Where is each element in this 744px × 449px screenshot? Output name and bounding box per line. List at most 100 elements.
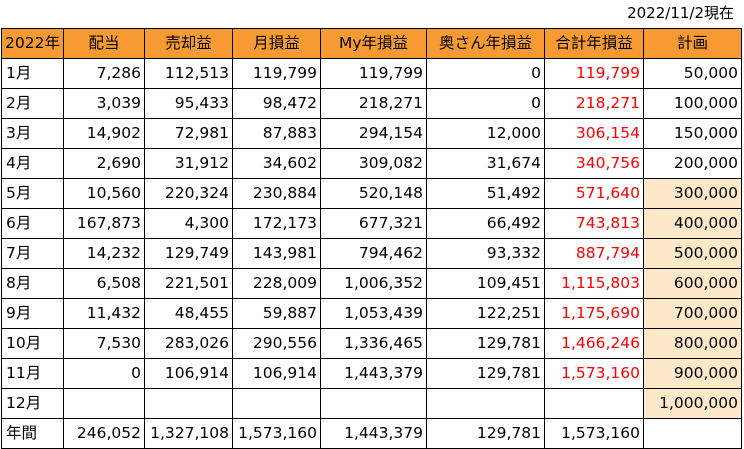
monthly-pl-cell: 106,914 [232, 358, 321, 389]
annual-monthly-pl-cell: 1,573,160 [232, 418, 321, 449]
my-annual-pl-cell: 119,799 [320, 58, 427, 89]
sale-profit-cell: 31,912 [144, 148, 233, 179]
table-row: 1月 7,286 112,513 119,799 119,799 0 119,799 50,0… [1, 58, 742, 89]
plan-cell: 500,000 [643, 238, 742, 269]
wife-annual-pl-cell: 0 [426, 88, 545, 119]
dividend-cell [63, 388, 145, 419]
monthly-pl-cell: 172,173 [232, 208, 321, 239]
monthly-pl-cell: 87,883 [232, 118, 321, 149]
month-cell: 7月 [1, 238, 64, 269]
month-cell: 3月 [1, 118, 64, 149]
total-annual-pl-cell: 743,813 [544, 208, 644, 239]
my-annual-pl-cell: 294,154 [320, 118, 427, 149]
table-row: 5月 10,560 220,324 230,884 520,148 51,492 571,6… [1, 178, 742, 209]
plan-cell: 600,000 [643, 268, 742, 299]
dividend-cell: 14,902 [63, 118, 145, 149]
month-cell: 1月 [1, 58, 64, 89]
sale-profit-cell: 106,914 [144, 358, 233, 389]
header-monthly-pl: 月損益 [232, 28, 321, 59]
annual-label-cell: 年間 [1, 418, 64, 449]
monthly-pl-cell: 119,799 [232, 58, 321, 89]
wife-annual-pl-cell: 0 [426, 58, 545, 89]
monthly-pl-cell: 59,887 [232, 298, 321, 329]
total-annual-pl-cell: 119,799 [544, 58, 644, 89]
table-row: 8月 6,508 221,501 228,009 1,006,352 109,451 1,1… [1, 268, 742, 299]
sale-profit-cell: 283,026 [144, 328, 233, 359]
my-annual-pl-cell [320, 388, 427, 419]
wife-annual-pl-cell: 129,781 [426, 358, 545, 389]
table-row: 12月 1,000,000 [1, 388, 742, 419]
annual-total-row: 年間 246,052 1,327,108 1,573,160 1,443,379 129,… [1, 418, 742, 449]
as-of-date-label: 2022/11/2現在 [627, 4, 734, 22]
wife-annual-pl-cell: 93,332 [426, 238, 545, 269]
table-row: 11月 0 106,914 106,914 1,443,379 129,781 1,573,… [1, 358, 742, 389]
month-cell: 8月 [1, 268, 64, 299]
dividend-cell: 11,432 [63, 298, 145, 329]
header-dividend: 配当 [63, 28, 145, 59]
month-cell: 11月 [1, 358, 64, 389]
monthly-pl-cell: 34,602 [232, 148, 321, 179]
sale-profit-cell: 95,433 [144, 88, 233, 119]
monthly-pl-cell: 230,884 [232, 178, 321, 209]
my-annual-pl-cell: 1,006,352 [320, 268, 427, 299]
wife-annual-pl-cell: 51,492 [426, 178, 545, 209]
sale-profit-cell: 220,324 [144, 178, 233, 209]
table-row: 4月 2,690 31,912 34,602 309,082 31,674 340,756 2… [1, 148, 742, 179]
dividend-cell: 0 [63, 358, 145, 389]
monthly-pl-cell [232, 388, 321, 419]
dividend-cell: 3,039 [63, 88, 145, 119]
monthly-pl-cell: 98,472 [232, 88, 321, 119]
month-cell: 5月 [1, 178, 64, 209]
plan-cell: 50,000 [643, 58, 742, 89]
annual-my-pl-cell: 1,443,379 [320, 418, 427, 449]
my-annual-pl-cell: 1,053,439 [320, 298, 427, 329]
annual-sale-profit-cell: 1,327,108 [144, 418, 233, 449]
table-row: 10月 7,530 283,026 290,556 1,336,465 129,781 1,… [1, 328, 742, 359]
plan-cell: 700,000 [643, 298, 742, 329]
month-cell: 6月 [1, 208, 64, 239]
annual-dividend-cell: 246,052 [63, 418, 145, 449]
my-annual-pl-cell: 218,271 [320, 88, 427, 119]
wife-annual-pl-cell: 109,451 [426, 268, 545, 299]
my-annual-pl-cell: 794,462 [320, 238, 427, 269]
annual-total-pl-cell: 1,573,160 [544, 418, 644, 449]
month-cell: 4月 [1, 148, 64, 179]
total-annual-pl-cell: 1,466,246 [544, 328, 644, 359]
plan-cell: 800,000 [643, 328, 742, 359]
plan-cell: 150,000 [643, 118, 742, 149]
dividend-cell: 7,530 [63, 328, 145, 359]
total-annual-pl-cell: 571,640 [544, 178, 644, 209]
header-my-annual-pl: My年損益 [320, 28, 427, 59]
header-year: 2022年 [1, 28, 64, 59]
month-cell: 2月 [1, 88, 64, 119]
header-total-annual-pl: 合計年損益 [544, 28, 644, 59]
header-sale-profit: 売却益 [144, 28, 233, 59]
wife-annual-pl-cell: 31,674 [426, 148, 545, 179]
my-annual-pl-cell: 520,148 [320, 178, 427, 209]
wife-annual-pl-cell: 129,781 [426, 328, 545, 359]
table-body: 1月 7,286 112,513 119,799 119,799 0 119,799 50,0… [1, 58, 742, 449]
wife-annual-pl-cell: 66,492 [426, 208, 545, 239]
wife-annual-pl-cell: 12,000 [426, 118, 545, 149]
dividend-cell: 14,232 [63, 238, 145, 269]
total-annual-pl-cell: 218,271 [544, 88, 644, 119]
table-row: 9月 11,432 48,455 59,887 1,053,439 122,251 1,17… [1, 298, 742, 329]
total-annual-pl-cell: 1,175,690 [544, 298, 644, 329]
sale-profit-cell [144, 388, 233, 419]
total-annual-pl-cell: 887,794 [544, 238, 644, 269]
dividend-cell: 10,560 [63, 178, 145, 209]
monthly-pl-cell: 143,981 [232, 238, 321, 269]
total-annual-pl-cell: 340,756 [544, 148, 644, 179]
my-annual-pl-cell: 1,336,465 [320, 328, 427, 359]
my-annual-pl-cell: 309,082 [320, 148, 427, 179]
dividend-cell: 6,508 [63, 268, 145, 299]
header-wife-annual-pl: 奥さん年損益 [426, 28, 545, 59]
table-row: 3月 14,902 72,981 87,883 294,154 12,000 306,154… [1, 118, 742, 149]
monthly-pl-cell: 228,009 [232, 268, 321, 299]
monthly-pl-cell: 290,556 [232, 328, 321, 359]
plan-cell: 100,000 [643, 88, 742, 119]
plan-cell: 200,000 [643, 148, 742, 179]
plan-cell: 400,000 [643, 208, 742, 239]
sale-profit-cell: 112,513 [144, 58, 233, 89]
my-annual-pl-cell: 1,443,379 [320, 358, 427, 389]
